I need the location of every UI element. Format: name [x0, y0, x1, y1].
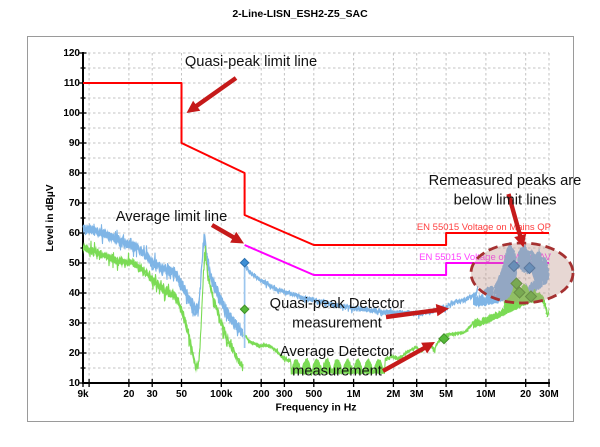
svg-text:2M: 2M — [386, 389, 400, 400]
svg-text:Remeasured peaks are: Remeasured peaks are — [429, 173, 582, 189]
svg-text:20: 20 — [520, 389, 532, 400]
svg-text:Quasi-peak limit line: Quasi-peak limit line — [185, 54, 317, 70]
svg-text:30M: 30M — [539, 389, 558, 400]
svg-text:measurement: measurement — [292, 364, 382, 380]
svg-text:300: 300 — [276, 389, 293, 400]
svg-text:100k: 100k — [210, 389, 233, 400]
svg-text:EN 55015 Voltage on Mains AV: EN 55015 Voltage on Mains AV — [419, 252, 552, 263]
svg-text:EN 55015 Voltage on Mains QP: EN 55015 Voltage on Mains QP — [417, 222, 551, 233]
svg-text:70: 70 — [69, 198, 81, 209]
svg-text:Level in dBµV: Level in dBµV — [45, 184, 56, 251]
svg-text:5M: 5M — [439, 389, 453, 400]
svg-text:30: 30 — [69, 318, 81, 329]
svg-text:40: 40 — [69, 288, 81, 299]
svg-text:500: 500 — [305, 389, 322, 400]
svg-text:60: 60 — [69, 228, 81, 239]
svg-text:Average Detector: Average Detector — [280, 344, 394, 360]
svg-text:200: 200 — [253, 389, 270, 400]
svg-text:20: 20 — [123, 389, 135, 400]
svg-text:10M: 10M — [476, 389, 495, 400]
svg-text:100: 100 — [63, 108, 80, 119]
svg-text:measurement: measurement — [292, 316, 382, 332]
svg-text:3M: 3M — [410, 389, 424, 400]
svg-text:20: 20 — [69, 348, 81, 359]
svg-text:90: 90 — [69, 138, 81, 149]
svg-text:Quasi-peak Detector: Quasi-peak Detector — [270, 296, 405, 312]
svg-text:9k: 9k — [77, 389, 89, 400]
svg-text:1M: 1M — [347, 389, 361, 400]
svg-text:10: 10 — [69, 378, 81, 389]
svg-text:110: 110 — [64, 78, 81, 89]
svg-text:80: 80 — [69, 168, 81, 179]
svg-text:30: 30 — [147, 389, 159, 400]
svg-text:120: 120 — [63, 48, 80, 59]
svg-text:50: 50 — [69, 258, 81, 269]
svg-text:below limit lines: below limit lines — [454, 193, 557, 209]
svg-text:50: 50 — [176, 389, 188, 400]
svg-text:Average limit line: Average limit line — [116, 209, 228, 225]
svg-text:Frequency in Hz: Frequency in Hz — [275, 402, 356, 414]
